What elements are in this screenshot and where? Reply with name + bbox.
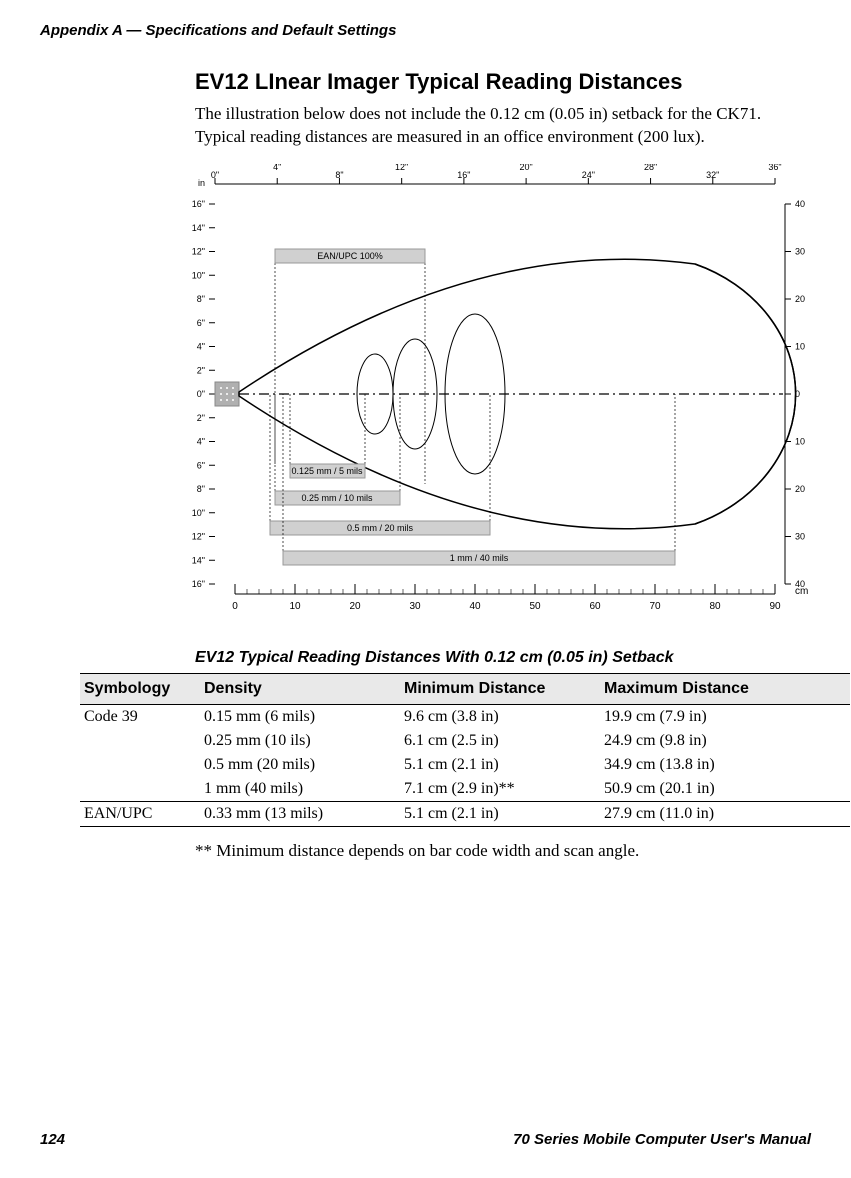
svg-text:20: 20 [795,294,805,304]
svg-text:40: 40 [795,199,805,209]
svg-text:70: 70 [649,601,661,612]
svg-text:12": 12" [192,531,205,541]
svg-text:30: 30 [409,601,421,612]
svg-text:20: 20 [349,601,361,612]
svg-text:28": 28" [644,164,657,172]
col-max: Maximum Distance [600,673,850,704]
svg-text:14": 14" [192,555,205,565]
svg-text:10: 10 [795,436,805,446]
svg-text:30: 30 [795,246,805,256]
svg-text:8": 8" [197,484,205,494]
svg-text:12": 12" [395,164,408,172]
svg-text:60: 60 [589,601,601,612]
table-row: EAN/UPC0.33 mm (13 mils)5.1 cm (2.1 in)2… [80,801,850,826]
svg-text:6": 6" [197,318,205,328]
left-ticks: 16" 14" 12" 10" 8" 6" 4" 2" 0" 2" 4" 6" 8" 10" 12" 14" 1… [192,199,215,589]
col-min: Minimum Distance [400,673,600,704]
table-row: 0.5 mm (20 mils)5.1 cm (2.1 in)34.9 cm (… [80,753,850,777]
reading-distance-diagram: in 0" 4" 8" 12" 16" 20" 24" 28" 32" 36" 16" 14" 12"… [175,164,815,624]
svg-text:10": 10" [192,508,205,518]
main-content: EV12 LInear Imager Typical Reading Dista… [195,69,811,667]
reading-distances-table: Symbology Density Minimum Distance Maxim… [80,673,850,827]
svg-text:4": 4" [197,341,205,351]
svg-text:40: 40 [469,601,481,612]
col-density: Density [200,673,400,704]
table-row: 1 mm (40 mils)7.1 cm (2.9 in)**50.9 cm (… [80,777,850,802]
svg-text:EAN/UPC 100%: EAN/UPC 100% [317,251,383,261]
page-number: 124 [40,1131,65,1148]
manual-title: 70 Series Mobile Computer User's Manual [513,1131,811,1148]
svg-text:90: 90 [769,601,781,612]
svg-text:20": 20" [520,164,533,172]
svg-text:50: 50 [529,601,541,612]
svg-text:16": 16" [457,170,470,180]
top-ticks: 0" 4" 8" 12" 16" 20" 24" 28" 32" 36" [211,164,782,184]
svg-text:4": 4" [273,164,281,172]
page-footer: 124 70 Series Mobile Computer User's Man… [40,1131,811,1148]
svg-text:36": 36" [768,164,781,172]
svg-text:14": 14" [192,223,205,233]
bottom-unit: cm [795,586,808,597]
svg-text:0.125 mm / 5 mils: 0.125 mm / 5 mils [291,466,363,476]
svg-text:16": 16" [192,579,205,589]
intro-paragraph: The illustration below does not include … [195,103,811,149]
svg-text:12": 12" [192,246,205,256]
svg-text:10: 10 [289,601,301,612]
table-row: 0.25 mm (10 ils)6.1 cm (2.5 in)24.9 cm (… [80,729,850,753]
page-title: EV12 LInear Imager Typical Reading Dista… [195,69,811,95]
svg-text:1 mm / 40 mils: 1 mm / 40 mils [450,553,509,563]
svg-text:2": 2" [197,365,205,375]
svg-text:4": 4" [197,436,205,446]
svg-text:0.5 mm / 20 mils: 0.5 mm / 20 mils [347,523,414,533]
svg-text:0": 0" [211,170,219,180]
svg-text:0.25 mm / 10 mils: 0.25 mm / 10 mils [301,493,373,503]
svg-text:24": 24" [582,170,595,180]
bottom-minor [235,589,775,594]
svg-text:0": 0" [197,389,205,399]
svg-text:80: 80 [709,601,721,612]
svg-text:8": 8" [335,170,343,180]
svg-text:20: 20 [795,484,805,494]
svg-text:30: 30 [795,531,805,541]
svg-text:16": 16" [192,199,205,209]
svg-text:32": 32" [706,170,719,180]
svg-text:2": 2" [197,413,205,423]
footnote: ** Minimum distance depends on bar code … [195,841,811,861]
appendix-header: Appendix A — Specifications and Default … [40,22,811,39]
svg-text:10": 10" [192,270,205,280]
col-symbology: Symbology [80,673,200,704]
svg-text:8": 8" [197,294,205,304]
svg-text:6": 6" [197,460,205,470]
table-row: Code 390.15 mm (6 mils)9.6 cm (3.8 in)19… [80,704,850,729]
svg-text:10: 10 [795,341,805,351]
bottom-ticks: 0 10 20 30 40 50 60 70 80 90 [232,584,781,612]
top-unit: in [198,178,205,188]
table-caption: EV12 Typical Reading Distances With 0.12… [195,649,811,667]
svg-text:0: 0 [232,601,238,612]
